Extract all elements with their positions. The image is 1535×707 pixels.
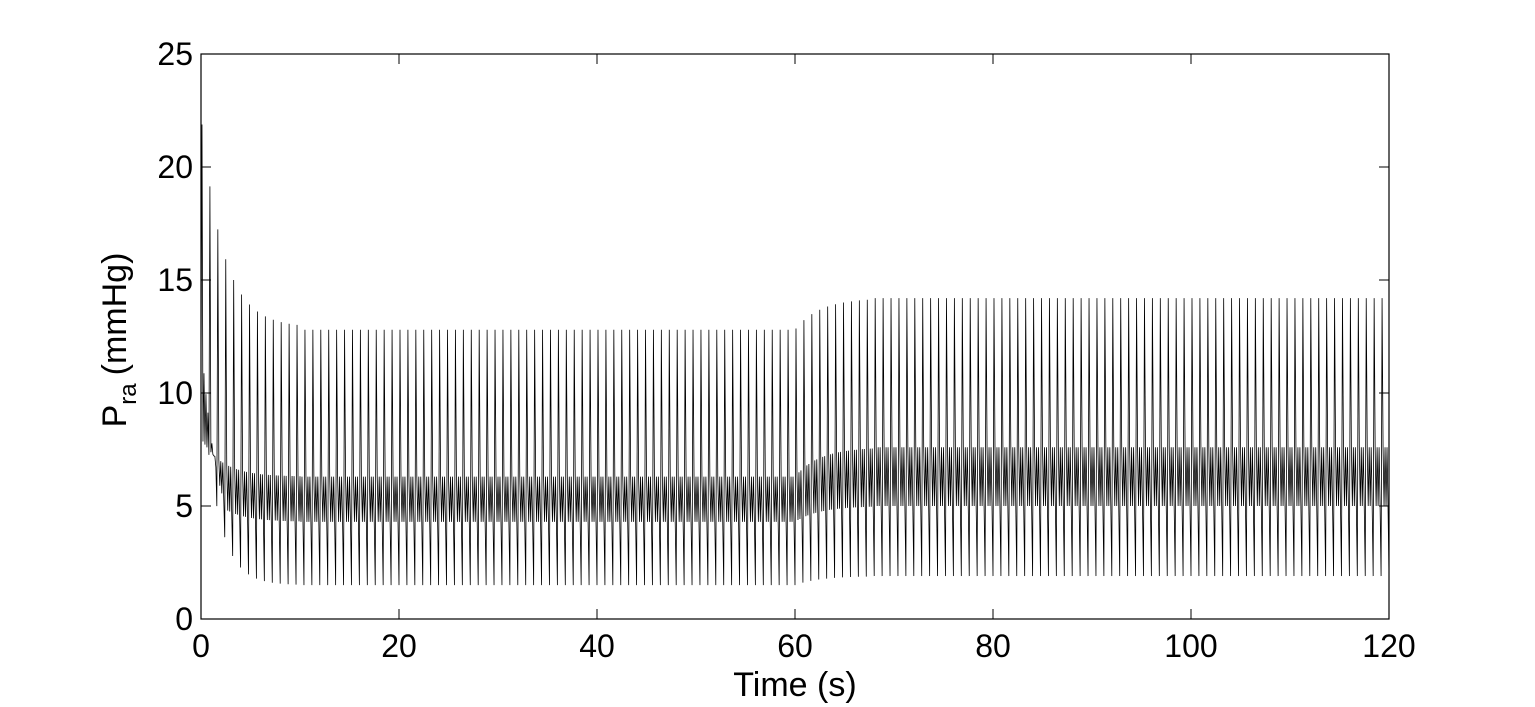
- pra-waveform-line: [200, 124, 1390, 586]
- y-axis-label: Pra (mmHg): [96, 253, 142, 428]
- y-tick-label: 15: [157, 262, 193, 298]
- x-tick-label: 100: [1164, 628, 1217, 664]
- tick-labels: 0 20 40 60 80 100 120 0 5 10 15 20 25: [157, 36, 1415, 664]
- y-tick-label: 20: [157, 149, 193, 185]
- y-tick-label: 5: [175, 488, 193, 524]
- svg-text:Pra(mmHg): Pra (mmHg): [96, 253, 142, 428]
- waveform-series: [200, 124, 1390, 586]
- y-axis-label-symbol: P: [96, 405, 134, 428]
- x-tick-label: 60: [777, 628, 813, 664]
- plot-frame: [200, 53, 1390, 620]
- x-tick-label: 80: [975, 628, 1011, 664]
- y-tick-label: 0: [175, 601, 193, 637]
- x-tick-label: 120: [1362, 628, 1415, 664]
- y-axis-label-unit: (mmHg): [96, 253, 134, 376]
- y-tick-label: 10: [157, 375, 193, 411]
- y-tick-label: 25: [157, 36, 193, 72]
- x-tick-label: 40: [579, 628, 615, 664]
- x-tick-label: 0: [192, 628, 210, 664]
- x-axis-label: Time (s): [733, 666, 856, 704]
- x-tick-label: 20: [381, 628, 417, 664]
- y-axis-label-subscript: ra: [115, 383, 142, 405]
